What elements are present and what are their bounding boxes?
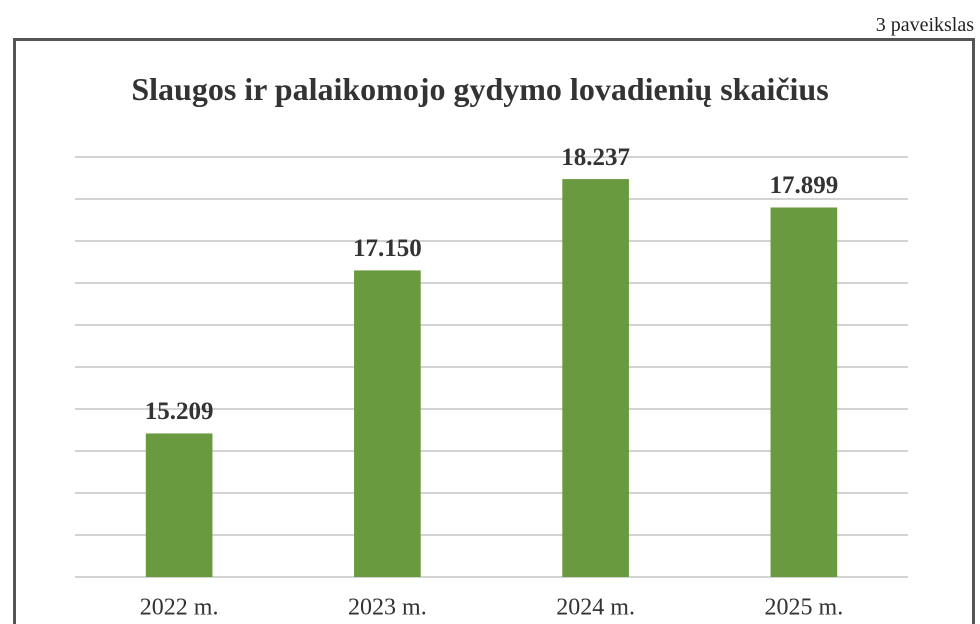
- bar: [145, 433, 213, 577]
- value-label: 17.899: [770, 172, 839, 199]
- value-label: 17.150: [353, 235, 422, 262]
- chart-title: Slaugos ir palaikomojo gydymo lovadienių…: [131, 71, 829, 107]
- x-tick-label: 2025 m.: [765, 595, 844, 621]
- value-label: 15.209: [145, 398, 214, 425]
- bar: [562, 179, 629, 578]
- bar: [354, 270, 421, 577]
- x-tick-label: 2024 m.: [556, 595, 635, 621]
- x-tick-label: 2022 m.: [140, 595, 219, 621]
- chart-frame: [13, 38, 975, 624]
- value-label: 18.237: [561, 144, 630, 171]
- figure-label: 3 paveikslas: [875, 14, 974, 36]
- x-tick-label: 2023 m.: [348, 595, 427, 621]
- bar: [770, 207, 838, 577]
